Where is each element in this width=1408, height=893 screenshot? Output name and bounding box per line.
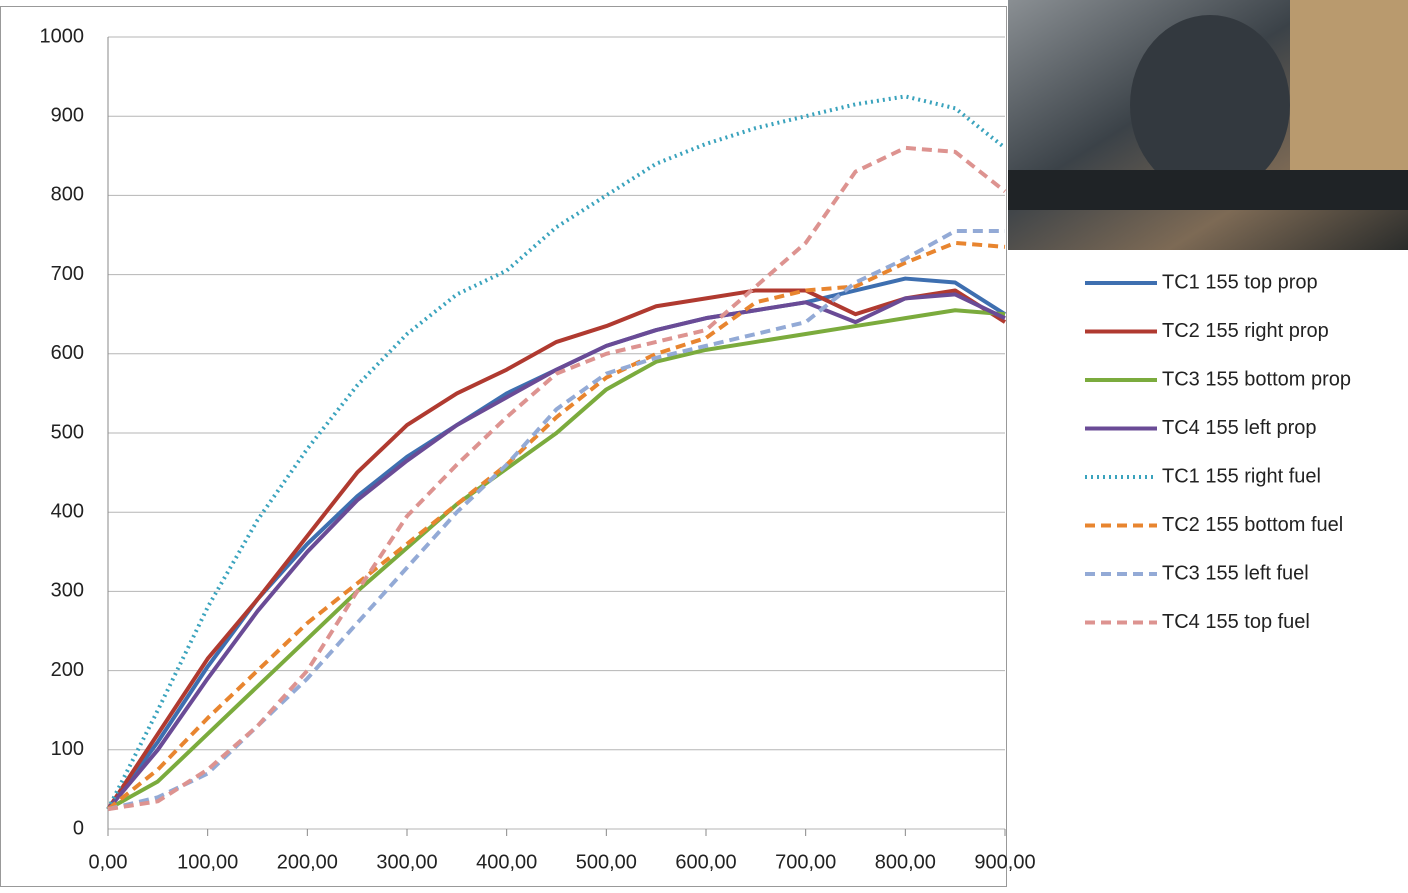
y-tick-label: 400 — [51, 500, 84, 522]
legend-label: TC4 155 top fuel — [1162, 611, 1310, 633]
legend-label: TC1 155 top prop — [1162, 271, 1318, 293]
legend-label: TC2 155 right prop — [1162, 320, 1329, 342]
x-tick-label: 100,00 — [177, 851, 238, 873]
x-tick-label: 400,00 — [476, 851, 537, 873]
legend-label: TC2 155 bottom fuel — [1162, 514, 1343, 536]
y-tick-label: 300 — [51, 580, 84, 602]
x-tick-label: 900,00 — [974, 851, 1035, 873]
series-line — [108, 148, 1005, 809]
x-tick-label: 500,00 — [576, 851, 637, 873]
y-tick-label: 1000 — [40, 25, 85, 47]
series-line — [108, 310, 1005, 809]
x-tick-label: 300,00 — [376, 851, 437, 873]
y-tick-label: 600 — [51, 342, 84, 364]
x-tick-label: 700,00 — [775, 851, 836, 873]
x-tick-label: 600,00 — [675, 851, 736, 873]
y-tick-label: 800 — [51, 184, 84, 206]
y-tick-label: 700 — [51, 263, 84, 285]
x-tick-label: 0,00 — [89, 851, 128, 873]
y-tick-label: 200 — [51, 659, 84, 681]
legend-label: TC1 155 right fuel — [1162, 465, 1321, 487]
x-tick-label: 800,00 — [875, 851, 936, 873]
legend-label: TC3 155 left fuel — [1162, 562, 1309, 584]
y-tick-label: 900 — [51, 104, 84, 126]
legend-label: TC3 155 bottom prop — [1162, 368, 1351, 390]
photo-inset — [1008, 0, 1408, 250]
chart: 0 100 200 300 400 500 600 700 800 900 1000 0,00 100,… — [0, 0, 1408, 893]
series-line — [108, 279, 1005, 810]
y-tick-label: 500 — [51, 421, 84, 443]
series-line — [108, 243, 1005, 809]
legend-label: TC4 155 left prop — [1162, 417, 1317, 439]
x-tick-label: 200,00 — [277, 851, 338, 873]
y-tick-label: 100 — [51, 738, 84, 760]
series-line — [108, 231, 1005, 809]
y-tick-label: 0 — [73, 817, 84, 839]
